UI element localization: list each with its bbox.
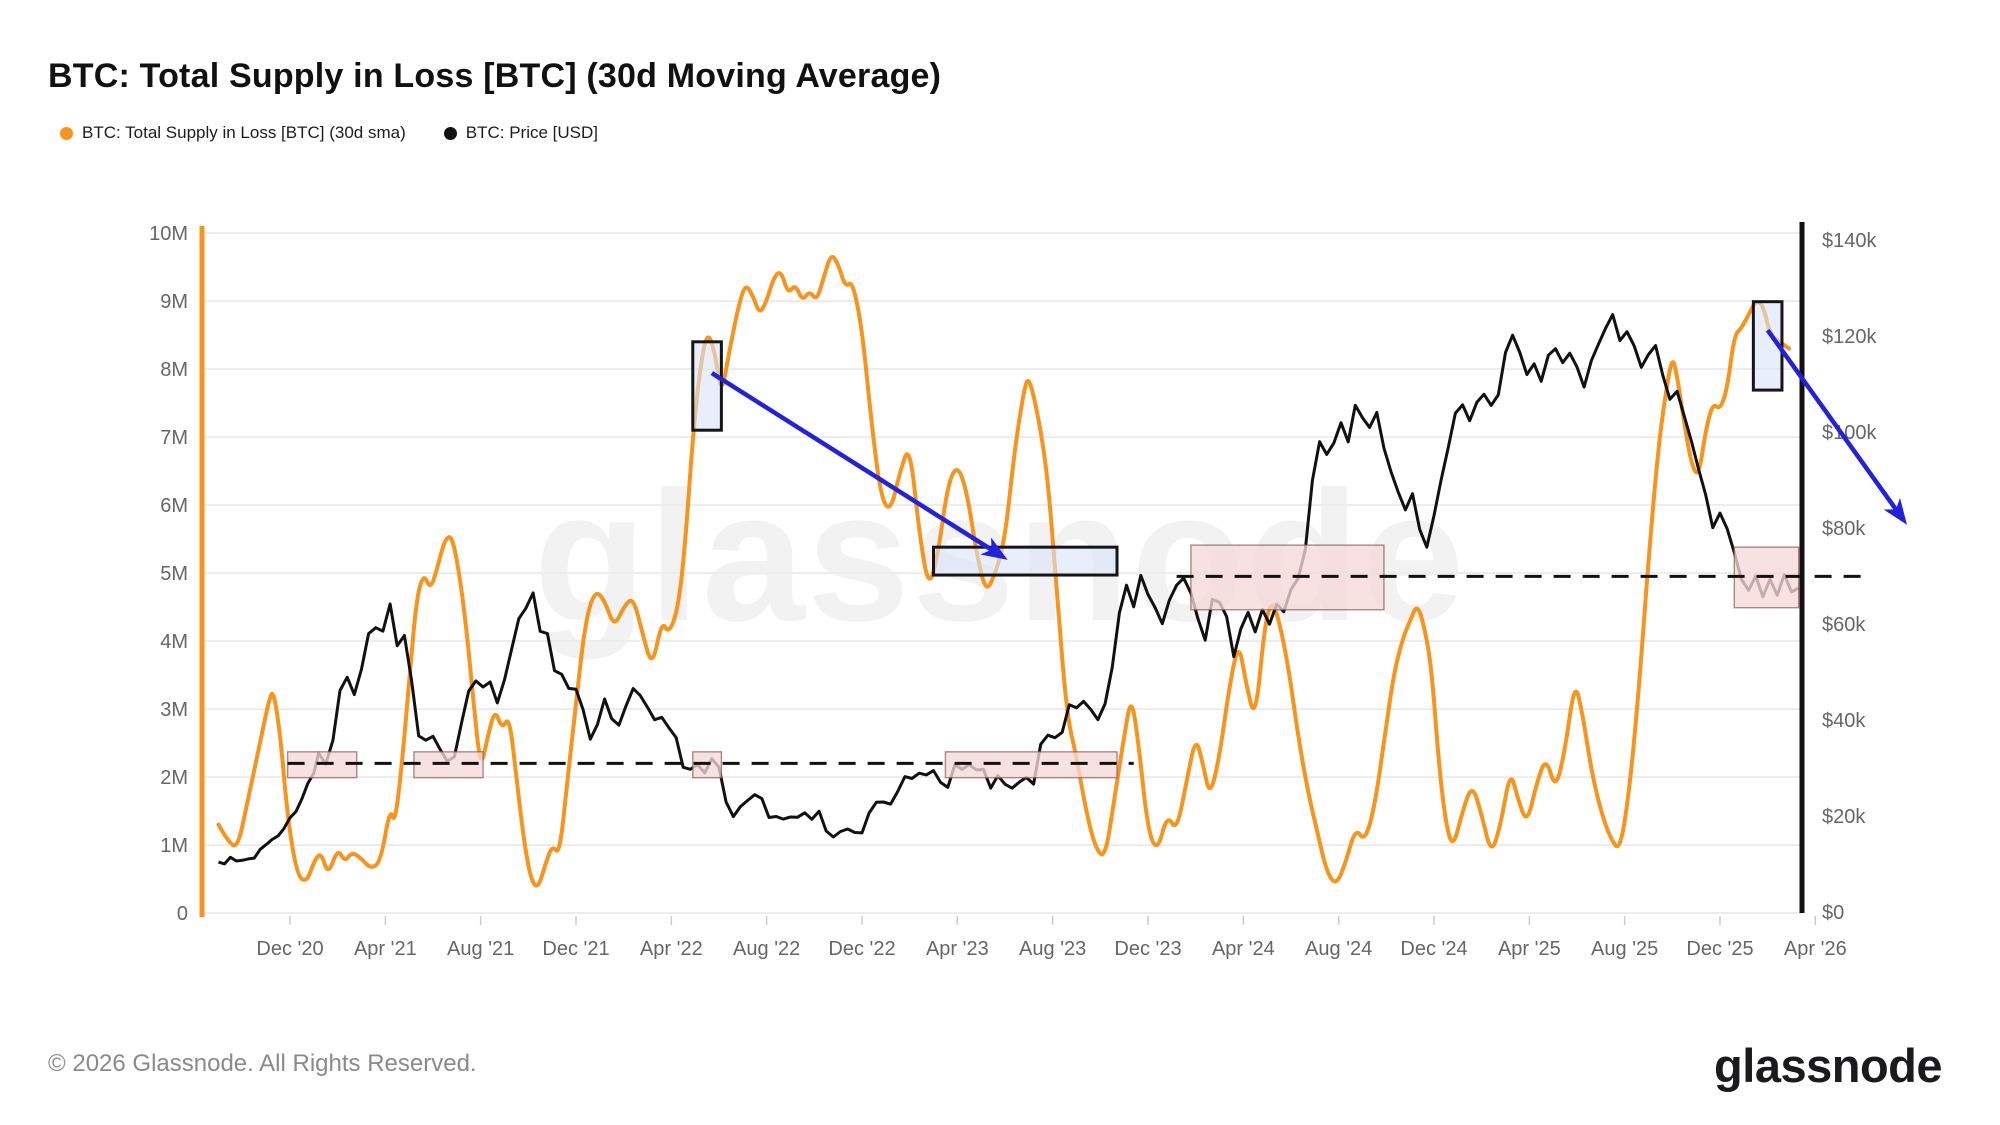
right-axis-tick-label: $40k <box>1822 710 1866 732</box>
legend-label-price: BTC: Price [USD] <box>465 123 599 142</box>
trend-arrow <box>710 371 1008 560</box>
x-tick-label: Dec '25 <box>1686 938 1753 960</box>
page-title: BTC: Total Supply in Loss [BTC] (30d Mov… <box>48 56 942 95</box>
x-tick-label: Dec '21 <box>542 938 609 960</box>
x-tick-label: Apr '22 <box>640 938 703 960</box>
x-tick-label: Dec '22 <box>828 938 895 960</box>
right-axis-tick-label: $0 <box>1822 902 1844 924</box>
left-axis-tick-label: 5M <box>160 563 188 585</box>
right-axis-tick-label: $80k <box>1822 518 1866 540</box>
left-axis-tick-label: 2M <box>160 767 188 789</box>
x-tick-label: Dec '23 <box>1114 938 1181 960</box>
left-axis-tick-label: 10M <box>149 223 188 245</box>
right-axis-tick-label: $100k <box>1822 422 1877 444</box>
x-tick-label: Apr '23 <box>926 938 989 960</box>
x-tick-label: Aug '23 <box>1019 938 1086 960</box>
x-tick-label: Dec '24 <box>1400 938 1467 960</box>
x-tick-label: Aug '22 <box>733 938 800 960</box>
left-axis-tick-label: 4M <box>160 631 188 653</box>
left-axis-tick-label: 8M <box>160 359 188 381</box>
left-axis-tick-label: 6M <box>160 495 188 517</box>
blue-callout-box <box>931 545 1119 577</box>
right-axis-tick-label: $120k <box>1822 326 1877 348</box>
legend-item-supply-in-loss[interactable]: BTC: Total Supply in Loss [BTC] (30d sma… <box>60 123 406 143</box>
left-axis-tick-label: 9M <box>160 291 188 313</box>
legend-label-supply-in-loss: BTC: Total Supply in Loss [BTC] (30d sma… <box>82 123 406 142</box>
legend-swatch-black-icon <box>443 126 457 140</box>
right-axis-tick-label: $60k <box>1822 614 1866 636</box>
x-tick-label: Aug '21 <box>447 938 514 960</box>
x-tick-label: Apr '24 <box>1212 938 1275 960</box>
glassnode-logo[interactable]: glassnode <box>1714 1039 1942 1092</box>
legend-swatch-orange-icon <box>60 126 73 140</box>
blue-callout-box <box>691 340 723 432</box>
copyright-text: © 2026 Glassnode. All Rights Reserved. <box>48 1050 477 1077</box>
right-axis-tick-label: $140k <box>1822 230 1877 252</box>
x-tick-label: Apr '21 <box>354 938 417 960</box>
left-axis-tick-label: 7M <box>160 427 188 449</box>
legend-item-price[interactable]: BTC: Price [USD] <box>443 123 599 143</box>
x-tick-label: Aug '25 <box>1591 938 1658 960</box>
x-tick-label: Apr '26 <box>1784 938 1847 960</box>
x-tick-label: Dec '20 <box>256 938 323 960</box>
x-tick-label: Aug '24 <box>1305 938 1372 960</box>
x-tick-label: Apr '25 <box>1498 938 1561 960</box>
left-axis-tick-label: 3M <box>160 699 188 721</box>
left-axis-tick-label: 0 <box>177 903 188 925</box>
pink-highlight-box <box>944 751 1118 779</box>
legend: BTC: Total Supply in Loss [BTC] (30d sma… <box>60 123 598 143</box>
left-axis-tick-label: 1M <box>160 835 188 857</box>
trend-arrow <box>1765 328 1908 525</box>
right-axis-tick-label: $20k <box>1822 806 1866 828</box>
